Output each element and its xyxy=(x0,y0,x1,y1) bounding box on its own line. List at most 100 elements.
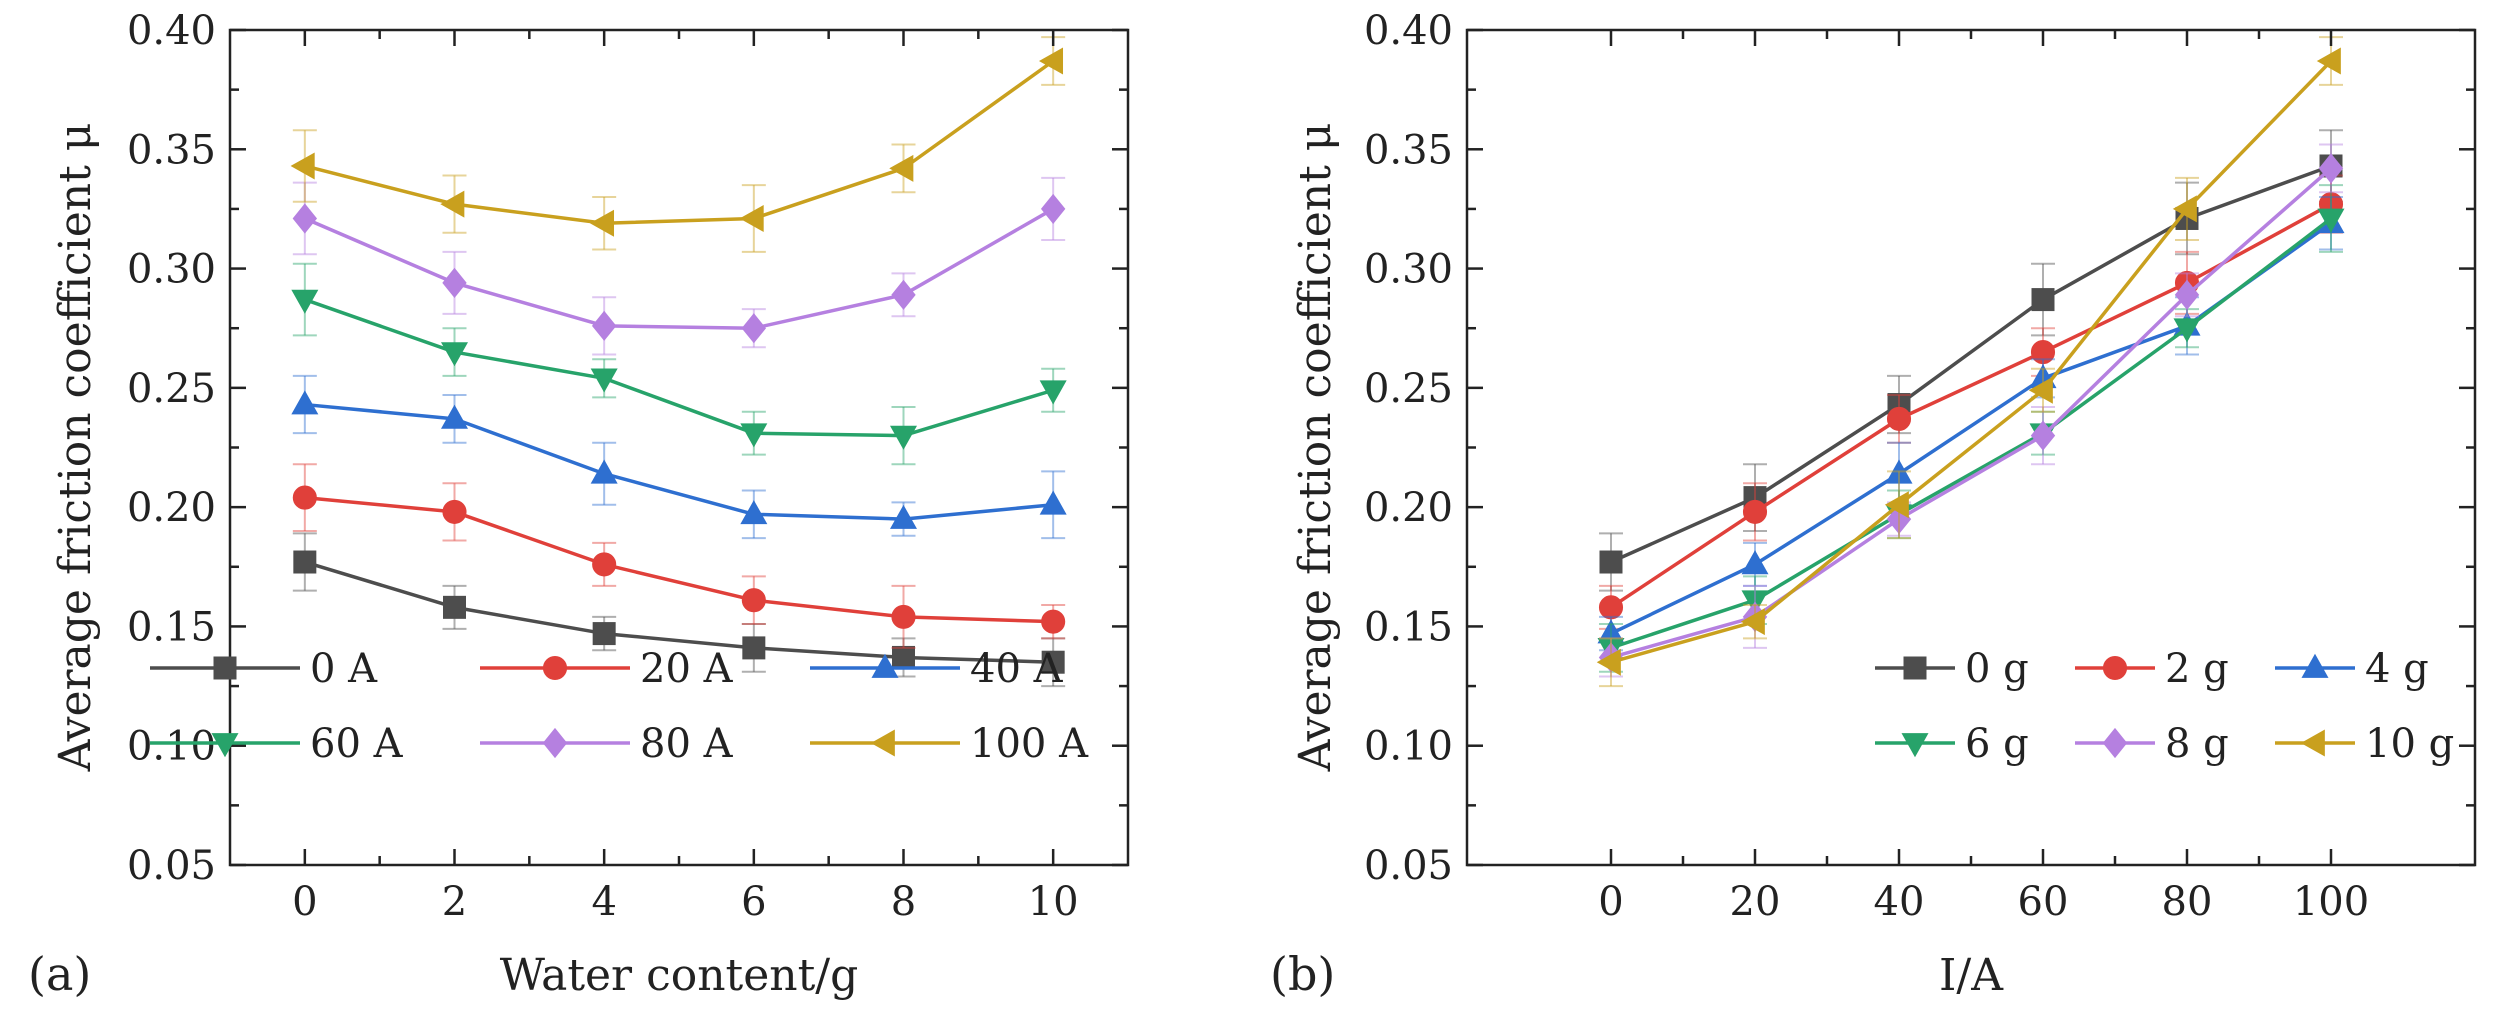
data-point xyxy=(2174,279,2200,310)
data-point xyxy=(889,154,914,182)
series-line xyxy=(304,402,1054,521)
legend-marker xyxy=(1901,733,1929,758)
data-point xyxy=(2317,208,2345,233)
legend: 0 g 2 g 4 g 6 g 8 g 10 g xyxy=(1875,646,2454,767)
legend-label: 80 A xyxy=(640,721,734,767)
legend-item: 0 g xyxy=(1875,646,2029,692)
legend-label: 6 g xyxy=(1965,721,2029,767)
legend-marker xyxy=(2102,655,2128,681)
x-tick-label: 40 xyxy=(1874,879,1925,925)
data-point xyxy=(1040,193,1066,225)
data-point xyxy=(589,209,615,237)
series-line xyxy=(304,560,1054,664)
data-point xyxy=(740,500,768,525)
series xyxy=(292,463,1066,649)
legend-label: 20 A xyxy=(640,646,734,692)
data-point xyxy=(1886,406,1912,431)
y-tick-label: 0.35 xyxy=(1364,127,1453,173)
series xyxy=(1598,143,2344,678)
x-tick-label: 0 xyxy=(1598,879,1623,925)
legend-item: 100 A xyxy=(810,721,1089,767)
data-point xyxy=(292,485,317,510)
data-point xyxy=(2028,376,2053,404)
data-point xyxy=(591,310,617,341)
legend-label: 60 A xyxy=(310,721,404,767)
data-point xyxy=(741,313,767,344)
data-point xyxy=(1598,595,1624,620)
y-tick-label: 0.30 xyxy=(127,247,216,293)
x-tick-label: 10 xyxy=(1028,879,1079,925)
data-point xyxy=(2031,288,2055,312)
data-point xyxy=(1039,380,1067,405)
legend-marker xyxy=(2300,729,2325,757)
legend-item: 6 g xyxy=(1875,721,2029,767)
legend-label: 0 g xyxy=(1965,646,2029,692)
data-point xyxy=(742,636,766,660)
x-tick-label: 80 xyxy=(2162,879,2213,925)
data-point xyxy=(442,499,467,524)
y-tick-label: 0.20 xyxy=(1364,485,1453,531)
series-line xyxy=(1610,202,2332,609)
y-tick-label: 0.25 xyxy=(127,366,216,412)
legend: 0 A 20 A 40 A 60 A 80 A 100 A xyxy=(150,646,1089,767)
legend-item: 40 A xyxy=(810,646,1064,692)
data-point xyxy=(440,190,465,218)
legend-item: 0 A xyxy=(150,646,378,692)
legend-item: 4 g xyxy=(2275,646,2429,692)
y-tick-label: 0.05 xyxy=(1364,843,1453,889)
x-axis-title: I/A xyxy=(1939,950,2004,1001)
legend-marker xyxy=(542,655,568,681)
series-line xyxy=(304,297,1054,438)
data-point xyxy=(440,404,469,429)
series xyxy=(292,532,1066,688)
series-line xyxy=(1610,164,2332,564)
data-point xyxy=(291,289,319,314)
y-tick-label: 0.10 xyxy=(1364,724,1453,770)
data-point xyxy=(1884,491,1909,519)
y-tick-label: 0.15 xyxy=(127,604,216,650)
data-point xyxy=(2316,47,2341,75)
data-point xyxy=(1596,648,1621,676)
series xyxy=(291,374,1067,540)
data-point xyxy=(2172,195,2197,223)
data-point xyxy=(1041,609,1066,634)
series xyxy=(1596,36,2343,688)
x-tick-label: 4 xyxy=(591,879,616,925)
legend-item: 20 A xyxy=(480,646,734,692)
data-point xyxy=(291,390,319,415)
series-line xyxy=(1610,217,2333,650)
x-tick-label: 20 xyxy=(1730,879,1781,925)
series xyxy=(290,36,1066,253)
legend-label: 40 A xyxy=(970,646,1064,692)
x-tick-label: 0 xyxy=(292,879,317,925)
legend-item: 2 g xyxy=(2075,646,2229,692)
x-axis-title: Water content/g xyxy=(500,950,859,1001)
data-point xyxy=(1599,550,1623,574)
data-point xyxy=(590,459,618,484)
data-point xyxy=(1038,47,1064,75)
legend-label: 8 g xyxy=(2165,721,2229,767)
legend-marker xyxy=(871,653,899,678)
data-point xyxy=(2173,318,2201,343)
data-point xyxy=(290,152,315,180)
legend-marker xyxy=(870,729,895,757)
data-point xyxy=(2030,420,2056,451)
legend-label: 4 g xyxy=(2365,646,2429,692)
data-point xyxy=(739,204,764,232)
x-tick-label: 8 xyxy=(891,879,916,925)
data-point xyxy=(592,552,617,577)
legend-marker xyxy=(542,727,568,759)
legend-marker xyxy=(211,733,239,758)
y-axis-title: Average friction coefficient μ xyxy=(50,123,101,773)
legend-item: 60 A xyxy=(150,721,404,767)
x-tick-label: 100 xyxy=(2293,879,2369,925)
y-tick-label: 0.35 xyxy=(127,127,216,173)
series xyxy=(291,262,1067,466)
y-tick-label: 0.15 xyxy=(1364,604,1453,650)
data-point xyxy=(590,368,618,393)
data-point xyxy=(1742,499,1768,524)
series-line xyxy=(1610,167,2333,660)
series xyxy=(292,176,1066,356)
panel-label: (b) xyxy=(1270,947,1335,1001)
